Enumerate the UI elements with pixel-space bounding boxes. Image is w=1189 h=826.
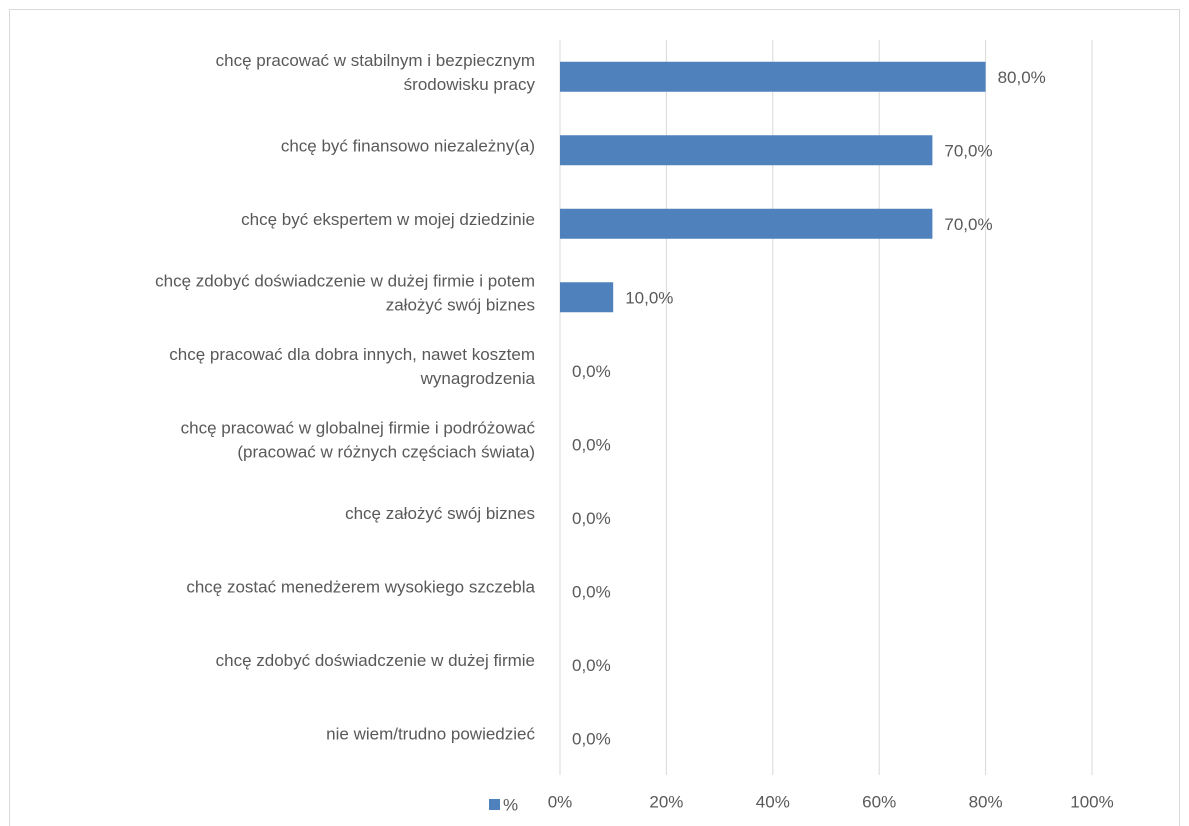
value-label: 0,0% [572, 362, 611, 381]
bar [560, 208, 933, 239]
value-label: 10,0% [625, 289, 673, 308]
value-label: 0,0% [572, 583, 611, 602]
value-label: 0,0% [572, 656, 611, 675]
x-tick-label: 20% [649, 792, 683, 811]
y-tick-label: chcę zdobyć doświadczenie w dużej firmie… [155, 272, 535, 315]
x-tick-label: 80% [969, 792, 1003, 811]
y-tick-label: chcę być ekspertem w mojej dziedzinie [241, 210, 535, 229]
y-tick-label: chcę być finansowo niezależny(a) [281, 137, 535, 156]
y-tick-label: chcę zostać menedżerem wysokiego szczebl… [186, 578, 535, 597]
x-tick-label: 0% [548, 792, 573, 811]
value-label: 80,0% [998, 68, 1046, 87]
value-label: 0,0% [572, 730, 611, 749]
legend-swatch [489, 799, 500, 810]
y-tick-label: chcę pracować dla dobra innych, nawet ko… [169, 345, 535, 388]
y-tick-label: chcę założyć swój biznes [345, 504, 535, 523]
y-tick-label: nie wiem/trudno powiedzieć [326, 725, 535, 744]
bar [560, 135, 933, 166]
bar [560, 61, 986, 92]
legend-label: % [503, 795, 518, 814]
y-tick-label: chcę zdobyć doświadczenie w dużej firmie [216, 651, 535, 670]
value-label: 70,0% [944, 215, 992, 234]
bar [560, 282, 614, 313]
value-label: 0,0% [572, 436, 611, 455]
value-label: 0,0% [572, 509, 611, 528]
y-tick-label: chcę pracować w globalnej firmie i podró… [181, 419, 536, 462]
y-tick-label: chcę pracować w stabilnym i bezpiecznym ś… [216, 51, 536, 94]
chart-frame [9, 9, 1180, 826]
x-tick-label: 60% [862, 792, 896, 811]
x-tick-label: 40% [756, 792, 790, 811]
x-tick-label: 100% [1070, 792, 1113, 811]
value-label: 70,0% [944, 142, 992, 161]
